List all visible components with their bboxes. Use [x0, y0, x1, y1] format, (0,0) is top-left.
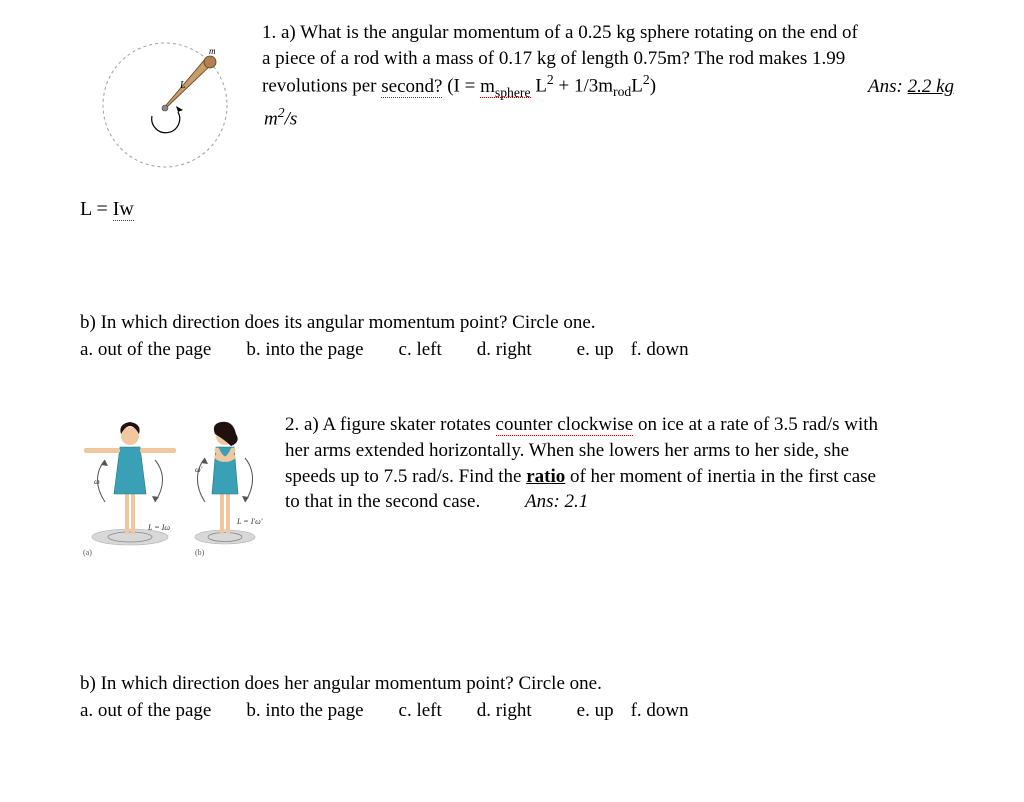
svg-text:(a): (a) — [83, 548, 92, 557]
page: m L 1. a) What is the angular momentum o… — [0, 0, 1024, 802]
q2-l1-pre: 2. a) A figure skater rotates — [285, 414, 496, 435]
q1-rod-sub: rod — [613, 84, 631, 99]
svg-text:ω: ω — [94, 477, 100, 486]
skater-diagram: ω L = Iω — [80, 412, 275, 552]
svg-text:L: L — [179, 80, 186, 91]
q1-usup: 2 — [278, 105, 285, 120]
q2-line2: her arms extended horizontally. When she… — [285, 438, 964, 464]
q1-ans-value: 2.2 kg — [908, 76, 954, 97]
q1-diagram: m L — [80, 20, 250, 190]
q1-fpre: (I = — [442, 76, 480, 97]
q1-sq2: 2 — [643, 72, 650, 87]
q2-l1-post: on ice at a rate of 3.5 rad/s with — [633, 414, 878, 435]
q1-msphere: msphere — [480, 76, 530, 98]
q2-body: 2. a) A figure skater rotates counter cl… — [275, 412, 964, 515]
q1-um: m — [264, 108, 278, 129]
svg-text:L = Iω: L = Iω — [147, 523, 170, 532]
q2b-section: b) In which direction does her angular m… — [80, 672, 964, 723]
q2-section: ω L = Iω — [80, 412, 964, 552]
iw-text: Iw — [113, 198, 134, 221]
l-equals-iw: L = Iw — [80, 198, 964, 221]
q2b-prompt: b) In which direction does her angular m… — [80, 672, 964, 697]
q1-L2: L — [631, 76, 643, 97]
q2-l4: to that in the second case. — [285, 491, 480, 512]
q2b-options: a. out of the page b. into the page c. l… — [80, 699, 964, 724]
l-eq: L = — [80, 198, 113, 220]
svg-text:L = I'ω': L = I'ω' — [236, 517, 263, 526]
q1b-opt-e[interactable]: e. up — [577, 338, 614, 363]
q1-ans-label: Ans: — [868, 76, 908, 97]
q1b-prompt: b) In which direction does its angular m… — [80, 311, 964, 336]
q1-us: /s — [285, 108, 298, 129]
q1-revs-pre: revolutions per — [262, 76, 381, 97]
q1-m: m — [480, 76, 495, 97]
q2b-opt-c[interactable]: c. left — [399, 699, 442, 724]
q1b-opt-c[interactable]: c. left — [399, 338, 442, 363]
q1-sphere-sub: sphere — [495, 84, 531, 99]
q1-fmid: L — [531, 76, 547, 97]
q2b-opt-e[interactable]: e. up — [577, 699, 614, 724]
q2-line3: speeds up to 7.5 rad/s. Find the ratio o… — [285, 464, 964, 490]
q2-line4: to that in the second case. Ans: 2.1 — [285, 489, 964, 515]
svg-text:(b): (b) — [195, 548, 205, 557]
q2-answer: Ans: 2.1 — [525, 491, 588, 512]
q2b-opt-b[interactable]: b. into the page — [246, 699, 363, 724]
q1b-opt-a[interactable]: a. out of the page — [80, 338, 211, 363]
q1b-opt-f[interactable]: f. down — [631, 338, 689, 363]
q1-fclose: ) — [650, 76, 656, 97]
q2b-opt-f[interactable]: f. down — [631, 699, 689, 724]
q2b-opt-d[interactable]: d. right — [477, 699, 532, 724]
q1-line2: a piece of a rod with a mass of 0.17 kg … — [262, 46, 964, 72]
q1-sq1: 2 — [547, 72, 554, 87]
q1-formula: revolutions per second? (I = msphere L2 … — [262, 71, 868, 102]
q2b-opt-a[interactable]: a. out of the page — [80, 699, 211, 724]
q1b-options: a. out of the page b. into the page c. l… — [80, 338, 964, 363]
svg-text:ω': ω' — [195, 465, 203, 474]
q2-l3-post: of her moment of inertia in the first ca… — [565, 466, 876, 487]
q2-ans-label: Ans: — [525, 491, 565, 512]
q2-ans-value: 2.1 — [565, 491, 589, 512]
q1-second-word: second? — [381, 76, 442, 98]
q1-body: 1. a) What is the angular momentum of a … — [250, 20, 964, 132]
q1-section: m L 1. a) What is the angular momentum o… — [80, 20, 964, 190]
q1-line3: revolutions per second? (I = msphere L2 … — [262, 71, 964, 102]
q2-line1: 2. a) A figure skater rotates counter cl… — [285, 412, 964, 438]
q1b-opt-d[interactable]: d. right — [477, 338, 532, 363]
q1b-opt-b[interactable]: b. into the page — [246, 338, 363, 363]
q1-answer: Ans: 2.2 kg — [868, 74, 964, 100]
q2-ratio: ratio — [526, 466, 565, 487]
q1-units: m2/s — [262, 104, 964, 132]
q1-fmid2: + 1/3m — [554, 76, 613, 97]
svg-text:m: m — [209, 46, 216, 56]
q2-ccw: counter clockwise — [496, 414, 634, 436]
figure-skater-svg: ω L = Iω — [80, 412, 275, 557]
q2-l3-pre: speeds up to 7.5 rad/s. Find the — [285, 466, 526, 487]
q1b-section: b) In which direction does its angular m… — [80, 311, 964, 362]
rotating-rod-diagram: m L — [80, 20, 250, 190]
q1-line1: 1. a) What is the angular momentum of a … — [262, 20, 964, 46]
